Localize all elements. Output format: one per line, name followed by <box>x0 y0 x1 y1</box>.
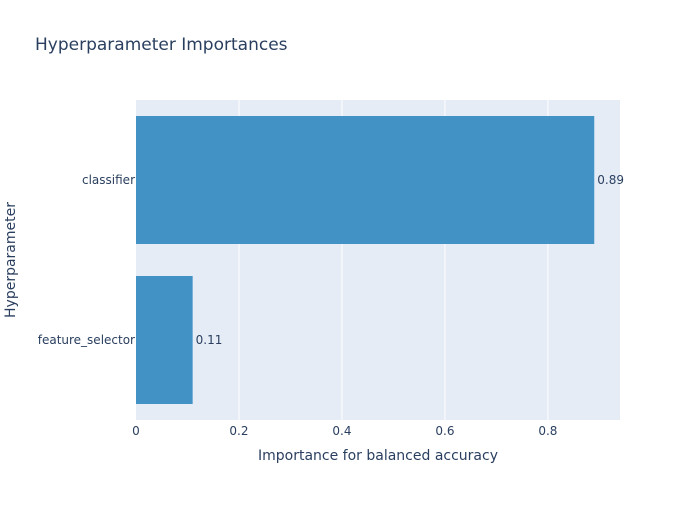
x-axis-title: Importance for balanced accuracy <box>258 448 498 464</box>
bar-classifier <box>136 116 595 244</box>
x-tick-label: 0 <box>132 424 140 438</box>
bars: 0.89 0.11 <box>136 116 624 404</box>
chart-title: Hyperparameter Importances <box>35 35 288 55</box>
y-tick-label: classifier <box>82 173 135 187</box>
y-axis-title: Hyperparameter <box>3 202 19 318</box>
x-tick-label: 0.6 <box>435 424 454 438</box>
x-tick-label: 0.2 <box>229 424 248 438</box>
bar-feature_selector <box>136 276 193 404</box>
x-tick-label: 0.8 <box>538 424 557 438</box>
bar-value-label: 0.11 <box>196 333 223 347</box>
y-tick-label: feature_selector <box>38 333 135 347</box>
x-tick-label: 0.4 <box>332 424 351 438</box>
y-axis-categories: classifier feature_selector <box>38 173 135 347</box>
x-axis-ticks: 0 0.2 0.4 0.6 0.8 <box>132 424 557 438</box>
bar-value-label: 0.89 <box>597 173 624 187</box>
